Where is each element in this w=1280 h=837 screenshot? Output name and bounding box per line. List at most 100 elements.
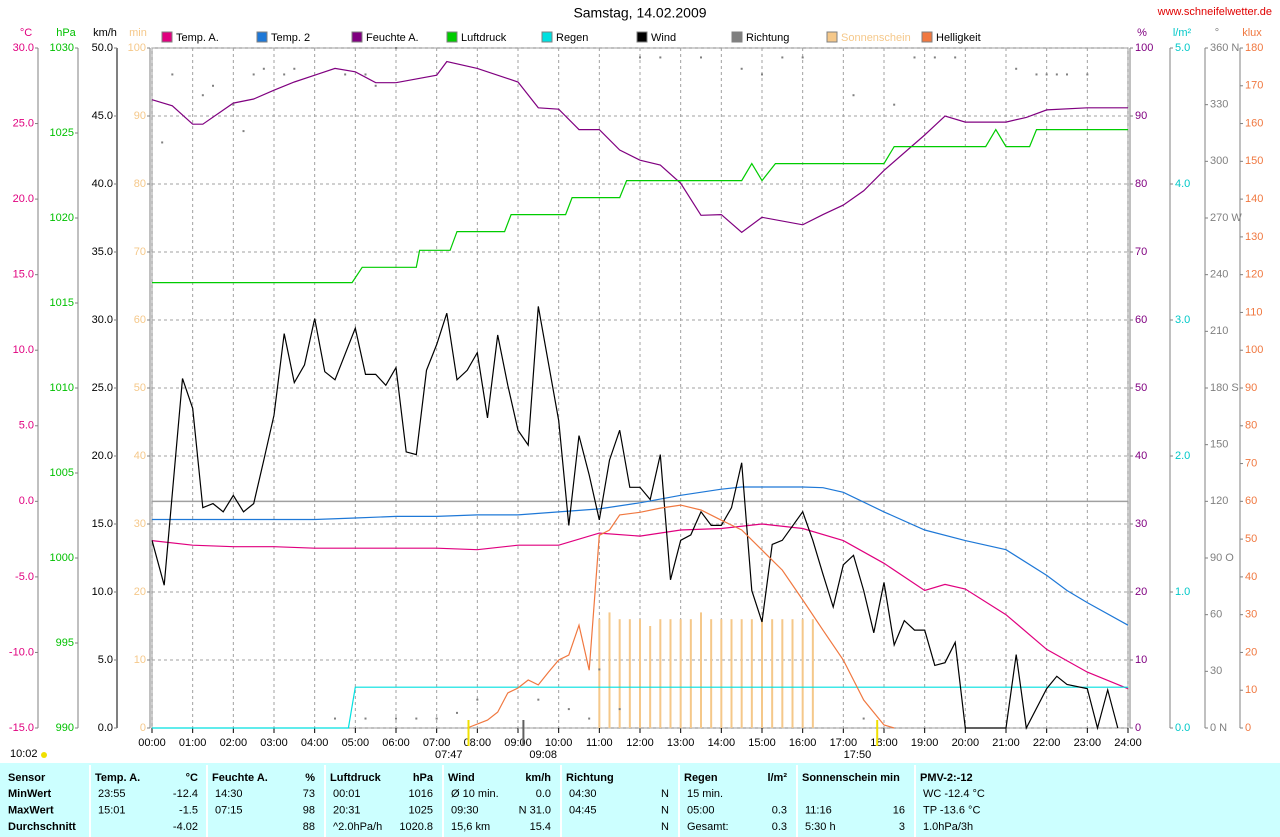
- y-tick-label: 240: [1210, 269, 1228, 281]
- y-tick-label: -10.0: [9, 646, 34, 658]
- bar: [710, 619, 713, 728]
- sun-icon: [41, 752, 47, 758]
- y-tick-label: 0 N: [1210, 722, 1227, 734]
- table-unit: l/m²: [767, 772, 787, 784]
- bar: [618, 619, 621, 728]
- bar: [649, 626, 652, 728]
- bar: [771, 619, 774, 728]
- table-note: 23:55: [98, 788, 126, 800]
- table-note: 07:15: [215, 804, 243, 816]
- table-note: 20:31: [333, 804, 361, 816]
- y-tick-label: 30: [1210, 665, 1222, 677]
- table-note: 15:01: [98, 804, 126, 816]
- legend-label: Sonnenschein: [841, 32, 911, 44]
- table-header: Luftdruck: [330, 772, 382, 784]
- x-tick-label: 14:00: [708, 737, 736, 749]
- point: [598, 668, 601, 671]
- table-note: ^2.0hPa/h: [333, 821, 382, 833]
- legend-swatch: [161, 31, 173, 43]
- y-tick-label: 40.0: [92, 178, 113, 190]
- legend-swatch: [636, 31, 648, 43]
- bar: [689, 619, 692, 728]
- y-tick-label: 40: [1135, 450, 1147, 462]
- bar: [740, 619, 743, 728]
- point: [862, 717, 865, 720]
- point: [283, 73, 286, 76]
- table-value: 0.3: [772, 804, 787, 816]
- x-tick-label: 17:00: [830, 737, 858, 749]
- table-unit: hPa: [413, 772, 434, 784]
- y-tick-label: 100: [128, 42, 146, 54]
- y-tick-label: -15.0: [9, 722, 34, 734]
- point: [618, 708, 621, 711]
- table-note: 5:30 h: [805, 821, 836, 833]
- point: [781, 56, 784, 59]
- point: [700, 56, 702, 59]
- bar: [669, 619, 672, 728]
- y-tick-label: 0: [1135, 722, 1141, 734]
- bar: [720, 619, 723, 728]
- point: [893, 103, 896, 106]
- x-tick-label: 03:00: [260, 737, 288, 749]
- y-tick-label: 70: [1245, 457, 1257, 469]
- table-background: [0, 763, 1280, 837]
- y-tick-label: 50: [1135, 382, 1147, 394]
- series-line: [152, 686, 1128, 729]
- y-tick-label: 60: [1135, 314, 1147, 326]
- point: [364, 73, 367, 76]
- y-tick-label: 330: [1210, 99, 1228, 111]
- table-note: 15 min.: [687, 788, 723, 800]
- series-line: [466, 504, 895, 729]
- table-value: 1020.8: [399, 821, 433, 833]
- table-value: 73: [303, 788, 315, 800]
- legend-label: Wind: [651, 32, 676, 44]
- x-tick-label: 02:00: [220, 737, 248, 749]
- y-tick-label: 70: [134, 246, 146, 258]
- y-tick-label: 1015: [50, 297, 74, 309]
- series-line: [152, 486, 1129, 626]
- legend-swatch: [731, 31, 743, 43]
- point: [232, 103, 235, 106]
- day-length: 10:02: [10, 748, 38, 760]
- bar: [659, 619, 662, 728]
- table-header: Temp. A.: [95, 772, 140, 784]
- point: [161, 141, 164, 144]
- y-tick-label: 140: [1245, 193, 1263, 205]
- y-tick-label: 1010: [50, 382, 74, 394]
- y-tick-label: 300: [1210, 155, 1228, 167]
- x-tick-label: 15:00: [748, 737, 776, 749]
- point: [262, 67, 265, 70]
- y-tick-label: 5.0: [19, 420, 34, 432]
- y-tick-label: 100: [1135, 42, 1153, 54]
- y-tick-label: 80: [1135, 178, 1147, 190]
- legend-label: Regen: [556, 32, 588, 44]
- chart-title: Samstag, 14.02.2009: [573, 5, 706, 21]
- point: [395, 717, 397, 720]
- legend-swatch: [826, 31, 838, 43]
- x-tick-label: 11:00: [586, 737, 613, 749]
- event-label: 17:50: [844, 749, 872, 761]
- table-note: Ø 10 min.: [451, 788, 499, 800]
- y-tick-label: 15.0: [92, 518, 113, 530]
- table-unit: %: [305, 772, 315, 784]
- axis-unit: °: [1215, 27, 1219, 39]
- x-tick-label: 12:00: [626, 737, 654, 749]
- bar: [679, 619, 682, 728]
- y-tick-label: 60: [1245, 495, 1257, 507]
- point: [212, 84, 214, 87]
- point: [1045, 73, 1048, 76]
- y-tick-label: 20: [134, 586, 146, 598]
- y-tick-label: -5.0: [15, 571, 34, 583]
- y-tick-label: 180 S: [1210, 382, 1239, 394]
- y-tick-label: 90 O: [1210, 552, 1234, 564]
- y-tick-label: 360 N: [1210, 42, 1239, 54]
- table-note: WC -12.4 °C: [923, 788, 985, 800]
- y-tick-label: 995: [56, 637, 74, 649]
- axis-unit: min: [129, 27, 147, 39]
- point: [334, 717, 336, 720]
- table-unit: °C: [186, 772, 198, 784]
- axis-unit: %: [1137, 27, 1147, 39]
- y-tick-label: 90: [1245, 382, 1257, 394]
- point: [171, 73, 174, 76]
- x-tick-label: 22:00: [1033, 737, 1061, 749]
